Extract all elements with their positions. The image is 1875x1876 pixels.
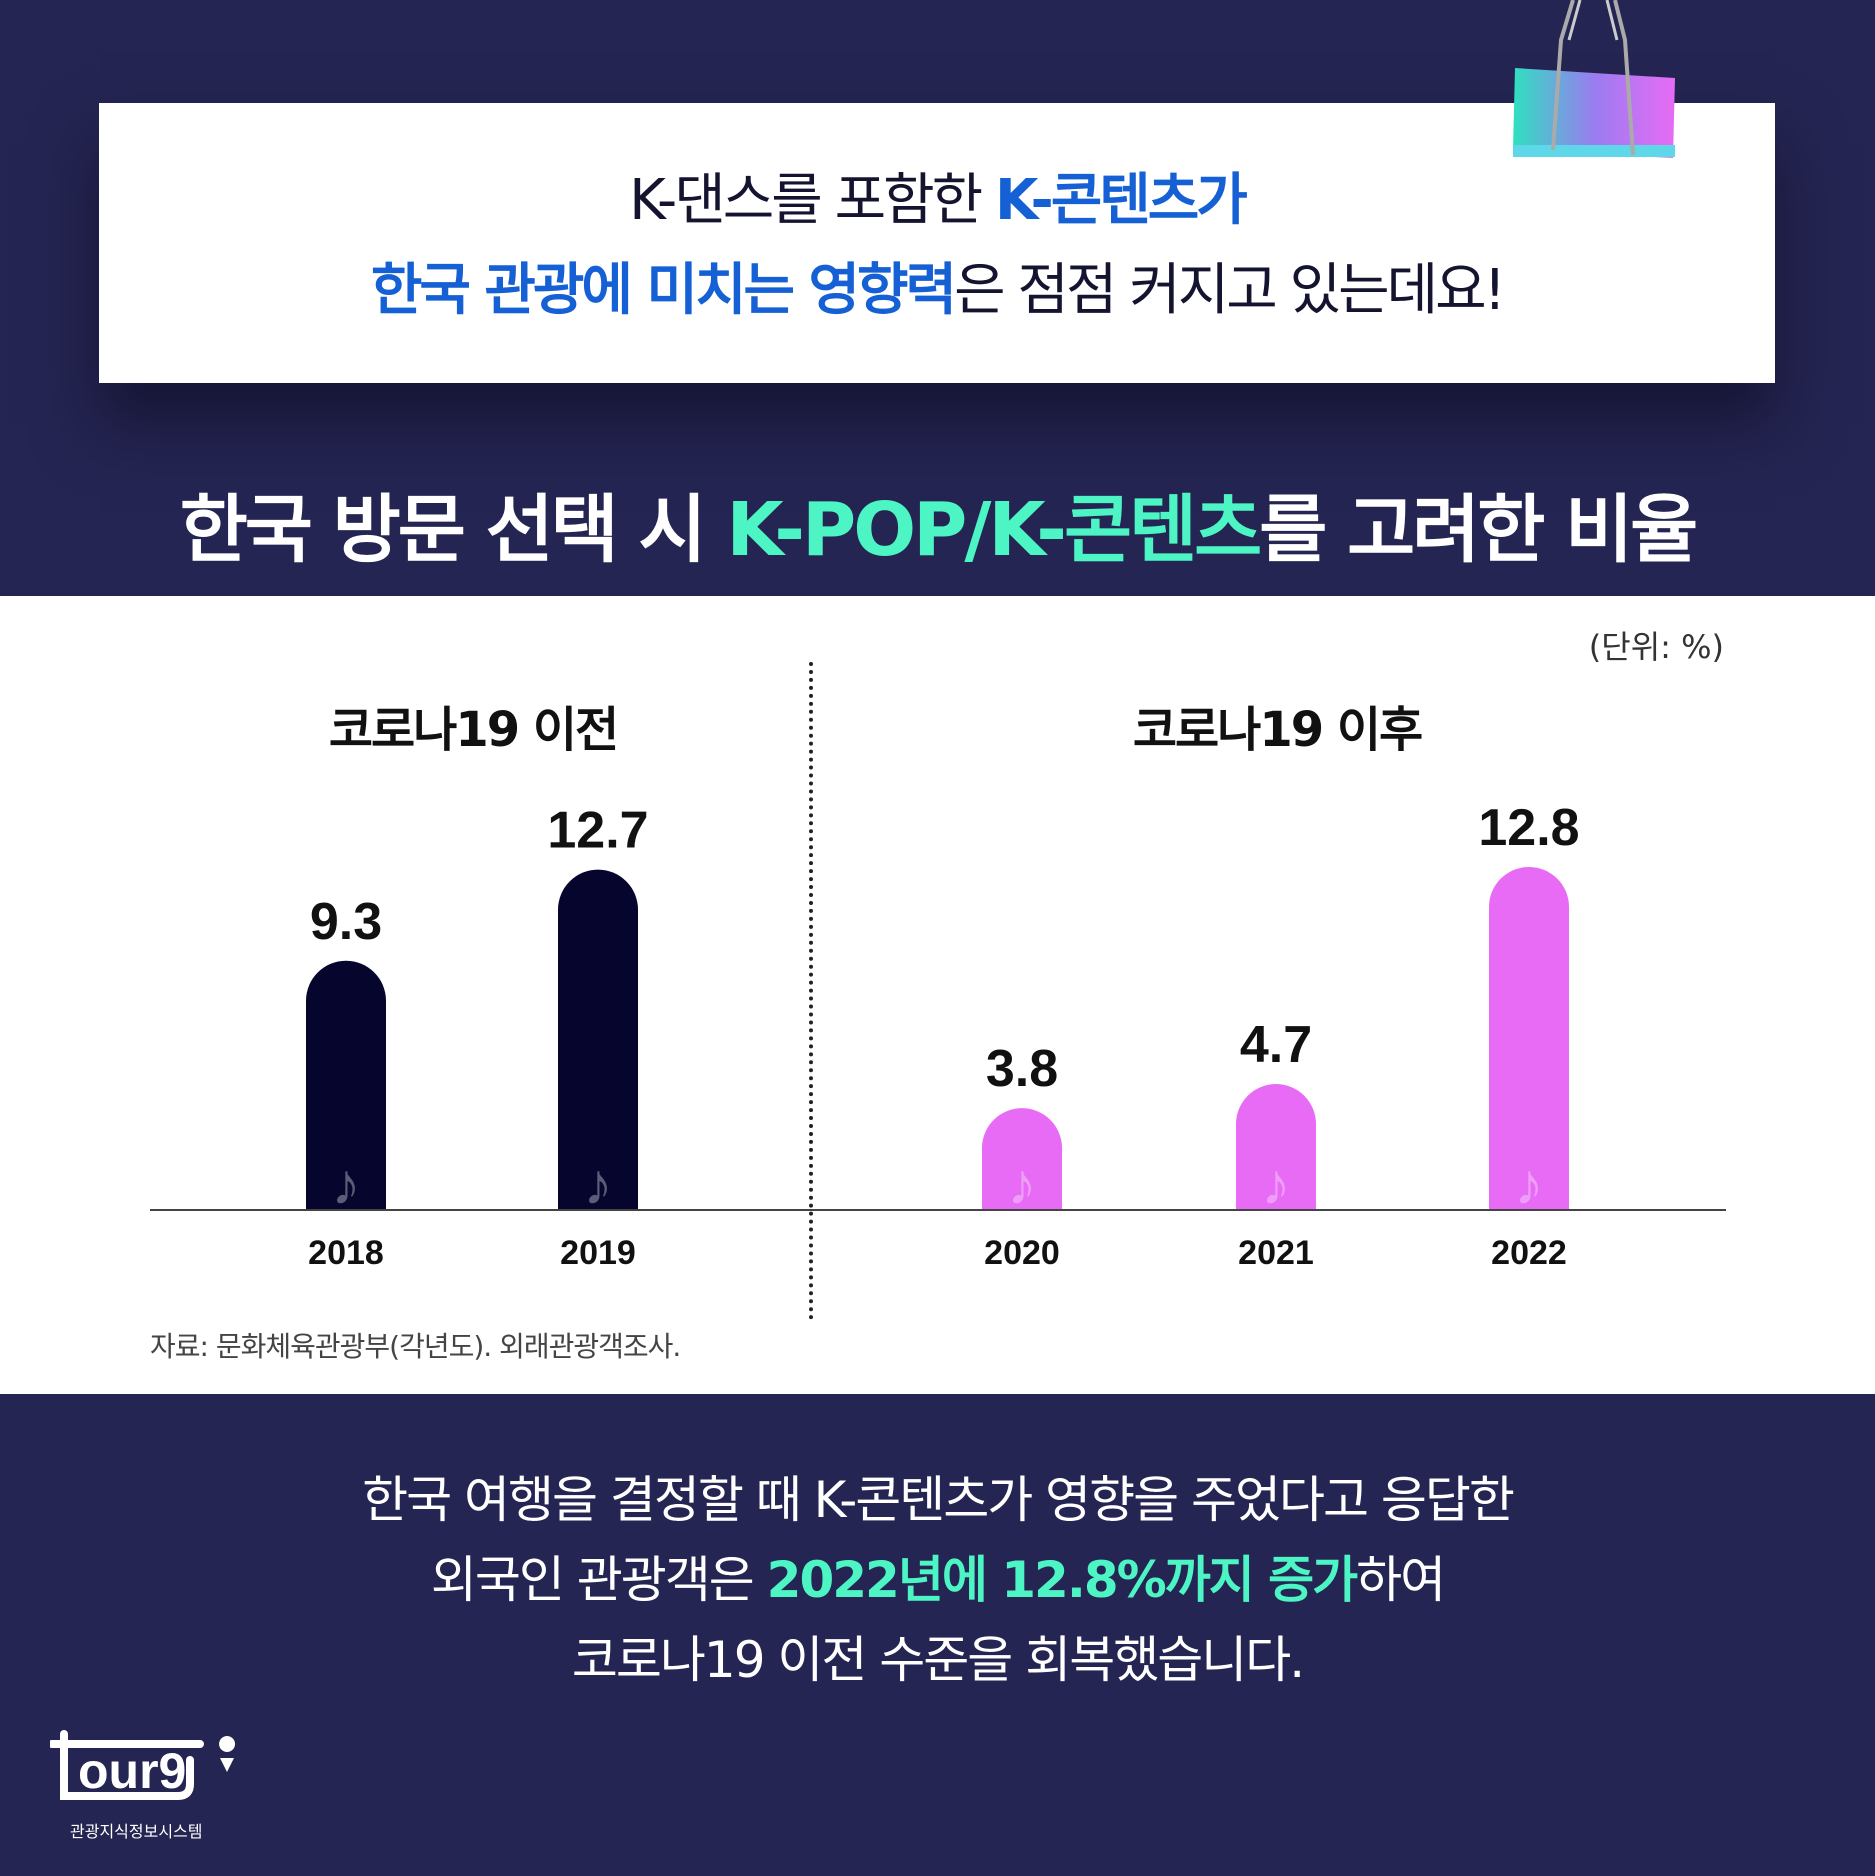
summary-text: 한국 여행을 결정할 때 K-콘텐츠가 영향을 주었다고 응답한 외국인 관광객… [0,1460,1875,1700]
summary-line3: 코로나19 이전 수준을 회복했습니다. [571,1631,1305,1689]
chart-title: 한국 방문 선택 시 K-POP/K-콘텐츠를 고려한 비율 [0,470,1875,577]
logo-subtitle: 관광지식정보시스템 [70,1822,203,1841]
title-text: 한국 방문 선택 시 [179,487,727,573]
headline-text: 은 점점 커지고 있는데요! [954,258,1506,323]
bar-2019 [558,869,638,1210]
value-label: 12.8 [1478,799,1579,857]
x-axis-line [150,1209,1726,1211]
value-label: 4.7 [1240,1016,1312,1074]
tour9-logo: our9 [50,1730,236,1800]
x-tick-label: 2021 [1238,1234,1314,1272]
bar-2018 [306,960,386,1210]
bar-2022 [1489,866,1569,1210]
source-note: 자료: 문화체육관광부(각년도). 외래관광객조사. [150,1330,681,1363]
summary-line1: 한국 여행을 결정할 때 K-콘텐츠가 영향을 주었다고 응답한 [362,1471,1515,1529]
summary-text-part: 하여 [1356,1551,1446,1609]
music-note-icon: ♪ [1515,1152,1544,1217]
unit-label: (단위: %) [1588,628,1724,666]
x-tick-label: 2022 [1491,1234,1567,1272]
x-tick-label: 2019 [560,1234,636,1272]
x-tick-label: 2018 [308,1234,384,1272]
music-note-icon: ♪ [1262,1152,1291,1217]
music-note-icon: ♪ [584,1152,613,1217]
bar-2021 [1236,1084,1316,1210]
group-label-before: 코로나19 이전 [328,702,619,758]
title-text: 를 고려한 비율 [1259,487,1698,573]
headline-line1: K-댄스를 포함한 K-콘텐츠가 [99,155,1775,236]
headline-highlight: K-콘텐츠가 [994,168,1248,233]
headline-text: K-댄스를 포함한 [629,168,995,233]
group-label-after: 코로나19 이후 [1132,702,1423,758]
music-note-icon: ♪ [1008,1152,1037,1217]
summary-highlight: 2022년에 12.8%까지 증가 [766,1551,1358,1609]
group-divider [809,662,813,1320]
headline-line2: 한국 관광에 미치는 영향력은 점점 커지고 있는데요! [99,245,1775,326]
headline-card: K-댄스를 포함한 K-콘텐츠가 한국 관광에 미치는 영향력은 점점 커지고 … [99,103,1775,383]
headline-highlight: 한국 관광에 미치는 영향력 [370,258,957,323]
summary-line2: 외국인 관광객은 2022년에 12.8%까지 증가하여 [0,1540,1875,1620]
value-label: 12.7 [547,802,648,860]
value-label: 9.3 [310,893,382,951]
x-tick-label: 2020 [984,1234,1060,1272]
title-highlight: K-POP/K-콘텐츠 [726,487,1262,573]
value-label: 3.8 [986,1040,1058,1098]
music-note-icon: ♪ [332,1152,361,1217]
summary-text-part: 외국인 관광객은 [430,1551,767,1609]
logo-text: our9 [78,1743,186,1799]
binder-clip-icon [1513,0,1675,158]
bar-2020 [982,1108,1062,1210]
